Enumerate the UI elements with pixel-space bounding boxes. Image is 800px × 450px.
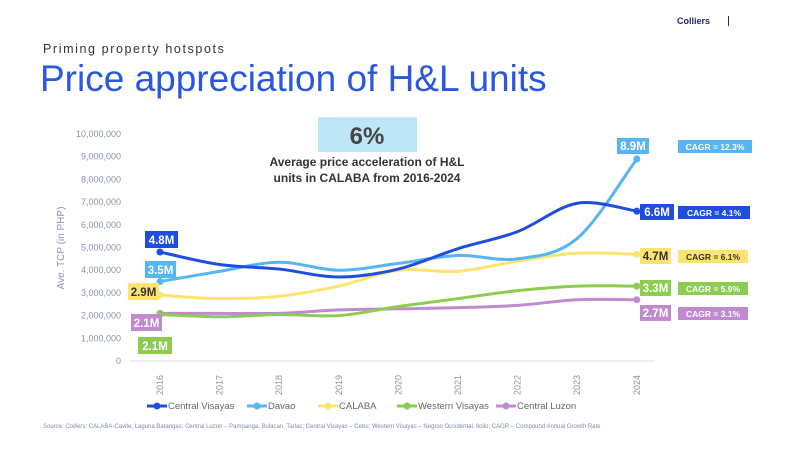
x-tick-label: 2022 — [513, 375, 523, 395]
x-tick-label: 2023 — [572, 375, 582, 395]
x-tick-label: 2024 — [632, 375, 642, 395]
series-end-point — [633, 155, 641, 163]
legend-label: Western Visayas — [418, 401, 489, 412]
legend-label: Central Visayas — [168, 401, 235, 412]
y-tick-label: 9,000,000 — [81, 152, 121, 162]
x-tick-label: 2021 — [453, 375, 463, 395]
callout-value: 6% — [350, 123, 385, 150]
series-end-label: 4.7M — [643, 251, 669, 263]
legend-swatch-marker — [403, 402, 411, 410]
x-tick-label: 2019 — [334, 375, 344, 395]
cagr-label: CAGR = 6.1% — [686, 252, 741, 262]
legend-swatch-marker — [324, 402, 332, 410]
y-tick-label: 2,000,000 — [81, 311, 121, 321]
legend-swatch-marker — [153, 402, 161, 410]
series-start-label-bg — [145, 231, 178, 248]
y-tick-label: 6,000,000 — [81, 220, 121, 230]
series-start-label-bg — [138, 337, 172, 354]
series-end-label-bg — [640, 280, 671, 296]
cagr-label-bg — [678, 282, 748, 295]
series-end-label: 8.9M — [620, 141, 646, 153]
series-end-label: 6.6M — [644, 207, 670, 219]
cagr-label-bg — [678, 140, 752, 153]
source-note: Source: Colliers; CALABA-Cavite, Laguna … — [43, 424, 601, 430]
series-line — [159, 297, 637, 316]
callout-line-2: units in CALABA from 2016-2024 — [274, 171, 461, 185]
y-tick-label: 7,000,000 — [81, 197, 121, 207]
series-start-label: 2.1M — [142, 341, 168, 353]
legend-label: Central Luzon — [517, 401, 576, 412]
cagr-label: CAGR = 3.1% — [686, 309, 741, 319]
series-start-label: 2.1M — [134, 318, 160, 330]
y-tick-label: 0 — [116, 356, 121, 366]
y-tick-label: 1,000,000 — [81, 333, 121, 343]
y-tick-label: 3,000,000 — [81, 288, 121, 298]
series-line — [159, 284, 637, 319]
brand-divider — [728, 16, 729, 26]
page-title: Price appreciation of H&L units — [40, 58, 547, 99]
legend-label: Davao — [268, 401, 295, 412]
series-start-label-bg — [131, 314, 162, 331]
cagr-label: CAGR = 5.9% — [686, 284, 741, 294]
series-start-label-bg — [128, 283, 159, 300]
series-start-label: 4.8M — [149, 235, 175, 247]
series-end-label-bg — [640, 305, 671, 321]
callout-box — [318, 117, 417, 152]
x-tick-label: 2017 — [215, 375, 225, 395]
x-tick-label: 2020 — [393, 375, 403, 395]
x-tick-label: 2016 — [155, 375, 165, 395]
legend-swatch-marker — [253, 402, 261, 410]
series-end-label: 3.3M — [643, 283, 669, 295]
series-end-label-bg — [617, 138, 649, 154]
y-tick-label: 4,000,000 — [81, 265, 121, 275]
line-chart: 0 1,000,000 2,000,000 3,000,000 4,000,000 5,0… — [56, 117, 752, 412]
legend-label: CALABA — [339, 401, 377, 412]
callout-line-1: Average price acceleration of H&L — [270, 155, 465, 169]
series-end-label: 2.7M — [643, 308, 669, 320]
legend-swatch-marker — [502, 402, 510, 410]
cagr-label-bg — [678, 307, 748, 320]
cagr-label: CAGR = 12.3% — [686, 142, 745, 152]
series-start-point — [156, 248, 164, 256]
y-axis-title: Ave. TCP (in PHP) — [56, 207, 67, 290]
section-kicker: Priming property hotspots — [43, 42, 226, 56]
cagr-label: CAGR = 4.1% — [687, 208, 742, 218]
source-text: CALABA-Cavite, Laguna Batangas; Central … — [87, 424, 601, 430]
series-start-label-bg — [145, 261, 176, 278]
series-start-label: 2.9M — [131, 287, 157, 299]
series-end-label-bg — [640, 248, 671, 264]
series-start-label: 3.5M — [148, 265, 174, 277]
source-label: Source: Colliers; — [43, 424, 88, 430]
series-end-label-bg — [640, 204, 674, 220]
y-tick-label: 5,000,000 — [81, 243, 121, 253]
series-end-point — [633, 282, 641, 290]
series-line — [159, 251, 637, 301]
cagr-label-bg — [678, 206, 750, 219]
y-tick-label: 8,000,000 — [81, 174, 121, 184]
brand-logo: Colliers — [677, 16, 711, 26]
cagr-label-bg — [678, 250, 748, 263]
x-tick-label: 2018 — [274, 375, 284, 395]
series-end-point — [633, 250, 641, 258]
y-tick-label: 10,000,000 — [76, 129, 121, 139]
series-end-point — [633, 207, 641, 215]
series-line — [159, 201, 638, 279]
series-end-point — [633, 296, 641, 304]
